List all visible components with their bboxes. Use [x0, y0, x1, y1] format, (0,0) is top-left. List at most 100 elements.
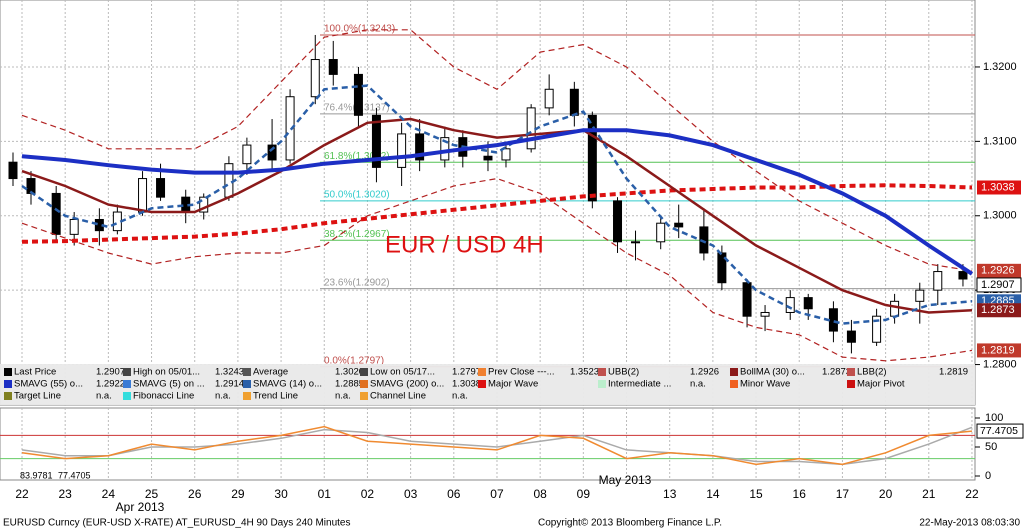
price-label-box — [977, 343, 1021, 358]
legend-value: 1.2885 — [335, 379, 364, 390]
x-tick-label: 29 — [231, 487, 245, 501]
candle-body — [501, 148, 511, 161]
price-label: 1.2819 — [981, 344, 1015, 356]
legend-label: Fibonacci Line — [133, 391, 194, 402]
legend-swatch — [598, 380, 606, 388]
candle-body — [224, 163, 234, 198]
x-tick-label: 26 — [188, 487, 202, 501]
legend-swatch — [123, 392, 131, 400]
price-label: 1.2926 — [981, 265, 1015, 277]
legend-label: Prev Close ---... — [488, 367, 555, 378]
series-line — [21, 183, 973, 244]
candle-body — [587, 114, 597, 202]
candle-body — [310, 59, 320, 98]
legend-swatch — [847, 380, 855, 388]
annotation: EUR / USD 4H — [385, 231, 544, 258]
indicator-label: 77.4705 — [980, 425, 1018, 437]
indicator-label-box — [976, 423, 1024, 439]
plot-area — [0, 0, 976, 406]
candle-body — [933, 271, 943, 291]
legend-value: 1.3243 — [215, 367, 244, 378]
legend-value: 1.2926 — [690, 367, 719, 378]
footer-right: 22-May-2013 08:03:30 — [919, 518, 1020, 529]
candle-body — [267, 144, 277, 161]
y-tick-label: 50 — [985, 441, 997, 453]
candle-body — [8, 161, 18, 180]
price-label-box — [976, 277, 1022, 293]
candle-body — [69, 218, 79, 235]
fib-label: 61.8%(1.3072) — [324, 151, 390, 162]
legend-value: 1.2819 — [939, 367, 968, 378]
candle-body — [613, 200, 623, 243]
series-line — [21, 117, 973, 314]
fib-label: 38.2%(1.2967) — [324, 229, 390, 240]
indicator-area — [0, 407, 976, 481]
legend-value: n.a. — [452, 391, 468, 402]
legend-swatch — [243, 368, 251, 376]
candle-body — [199, 196, 209, 213]
x-tick-label: 30 — [274, 487, 288, 501]
legend-label: Low on 05/17... — [370, 367, 435, 378]
price-label-box — [977, 263, 1021, 278]
x-tick-label: 14 — [706, 487, 720, 501]
y-tick-label: 1.3000 — [983, 210, 1017, 222]
x-tick-label: 21 — [922, 487, 936, 501]
legend-label: SMAVG (14) o... — [253, 379, 322, 390]
price-label: 1.2907 — [981, 279, 1015, 291]
legend-swatch — [478, 368, 486, 376]
legend-label: Average — [253, 367, 288, 378]
series-line — [21, 84, 973, 325]
legend-swatch — [847, 368, 855, 376]
candle-body — [415, 133, 425, 161]
legend-box — [0, 364, 975, 405]
candle-body — [760, 311, 770, 317]
candle-body — [51, 192, 61, 235]
legend-swatch — [360, 392, 368, 400]
legend-swatch — [478, 380, 486, 388]
legend-label: Major Wave — [488, 379, 538, 390]
candle-body — [353, 73, 363, 116]
candle-body — [328, 59, 338, 75]
candle-body — [656, 222, 666, 243]
legend-swatch — [4, 368, 12, 376]
price-label: 1.3038 — [981, 181, 1015, 193]
legend-swatch — [360, 380, 368, 388]
legend-label: Minor Wave — [740, 379, 790, 390]
footer-left: EURUSD Curncy (EUR-USD X-RATE) AT_EURUSD… — [3, 518, 351, 529]
candle-body — [674, 222, 684, 228]
indicator-legend-value: 77.4705 — [58, 470, 91, 480]
legend-swatch — [123, 368, 131, 376]
candle-body — [397, 133, 407, 168]
x-tick-label: 23 — [59, 487, 73, 501]
series-line — [21, 177, 973, 362]
x-tick-label: 22 — [965, 487, 979, 501]
legend-value: 1.2797 — [452, 367, 481, 378]
legend-value: n.a. — [96, 391, 112, 402]
legend-swatch — [730, 380, 738, 388]
candle-body — [803, 297, 813, 310]
legend-value: n.a. — [215, 391, 231, 402]
legend-label: SMAVG (5) on ... — [133, 379, 205, 390]
legend-value: 1.2907 — [96, 367, 125, 378]
x-tick-label: 13 — [663, 487, 677, 501]
x-tick-label: 09 — [577, 487, 591, 501]
x-tick-label: 20 — [879, 487, 893, 501]
legend-swatch — [4, 380, 12, 388]
x-tick-label: 01 — [318, 487, 332, 501]
y-tick-label: 1.2800 — [983, 358, 1017, 370]
legend-label: Channel Line — [370, 391, 426, 402]
candle-body — [699, 226, 709, 254]
x-tick-label: 06 — [447, 487, 461, 501]
legend-label: Target Line — [14, 391, 61, 402]
legend-label: Last Price — [14, 367, 56, 378]
legend-label: SMAVG (55) o... — [14, 379, 83, 390]
series-line — [21, 426, 973, 466]
series-line — [21, 29, 973, 272]
candle-body — [915, 289, 925, 302]
candle-body — [890, 300, 900, 317]
legend-label: LBB(2) — [857, 367, 887, 378]
candle-body — [631, 241, 641, 244]
legend-value: 1.2873 — [822, 367, 851, 378]
legend-value: n.a. — [690, 379, 706, 390]
